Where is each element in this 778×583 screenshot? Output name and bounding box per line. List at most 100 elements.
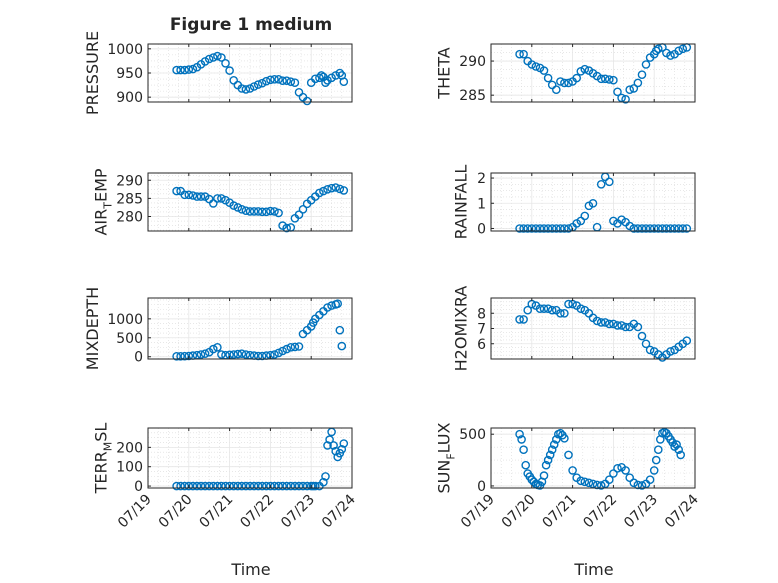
data-point bbox=[596, 481, 606, 490]
data-point bbox=[539, 224, 549, 233]
data-point bbox=[253, 207, 263, 216]
y-tick-label: 8 bbox=[477, 306, 486, 322]
data-point bbox=[625, 85, 635, 94]
data-point bbox=[298, 481, 308, 491]
x-axis-label-left: Time bbox=[230, 560, 270, 579]
y-tick-label: 900 bbox=[116, 90, 143, 106]
data-point bbox=[290, 481, 300, 491]
data-point bbox=[282, 76, 292, 85]
data-point bbox=[641, 60, 651, 69]
data-point bbox=[274, 208, 283, 218]
data-point bbox=[531, 224, 541, 233]
data-point bbox=[266, 75, 275, 85]
data-point bbox=[617, 321, 626, 330]
data-point bbox=[192, 192, 202, 201]
data-point bbox=[217, 53, 226, 62]
data-point bbox=[519, 315, 528, 324]
data-point bbox=[523, 305, 533, 315]
data-point bbox=[674, 445, 684, 455]
data-point bbox=[282, 344, 292, 354]
subplot-rainfall: 0 1 2 RAINFALL bbox=[452, 165, 696, 239]
data-point bbox=[274, 348, 283, 358]
data-point bbox=[633, 322, 643, 332]
y-axis-label: SUNFLUX bbox=[435, 422, 458, 493]
data-point bbox=[649, 224, 659, 233]
data-point bbox=[676, 450, 686, 460]
data-point bbox=[329, 441, 338, 450]
data-point bbox=[257, 207, 267, 217]
data-point bbox=[172, 65, 181, 75]
data-point bbox=[323, 303, 332, 312]
data-point bbox=[654, 445, 663, 455]
data-point bbox=[600, 318, 610, 327]
data-point bbox=[682, 224, 692, 233]
data-point bbox=[596, 179, 606, 189]
data-point bbox=[541, 460, 551, 470]
data-point bbox=[527, 60, 537, 69]
y-tick-label: 285 bbox=[116, 191, 143, 207]
data-point bbox=[286, 481, 296, 491]
data-point bbox=[337, 444, 347, 454]
data-point bbox=[519, 224, 528, 233]
data-point bbox=[543, 224, 553, 233]
data-point bbox=[633, 78, 643, 88]
data-point bbox=[233, 349, 243, 359]
data-point bbox=[645, 475, 655, 485]
data-point bbox=[637, 481, 647, 490]
data-point bbox=[319, 186, 328, 196]
data-point bbox=[605, 75, 614, 84]
axes-box bbox=[147, 172, 353, 232]
data-point bbox=[180, 65, 189, 75]
y-tick-label: 100 bbox=[116, 460, 143, 476]
data-point bbox=[609, 469, 618, 478]
data-point bbox=[290, 78, 300, 87]
data-point bbox=[549, 440, 559, 449]
data-point bbox=[317, 71, 326, 80]
data-point bbox=[188, 191, 198, 200]
data-point bbox=[662, 224, 671, 233]
data-point bbox=[200, 481, 210, 491]
data-point bbox=[192, 481, 202, 491]
data-point bbox=[241, 206, 251, 215]
data-point bbox=[535, 304, 545, 314]
data-point bbox=[217, 194, 226, 203]
y-tick-label: 1000 bbox=[107, 312, 143, 328]
y-axis-label: H2OMIXRA bbox=[452, 286, 471, 372]
data-point bbox=[257, 351, 267, 361]
data-point bbox=[658, 224, 667, 233]
data-point bbox=[266, 481, 275, 491]
data-point bbox=[213, 481, 222, 491]
data-point bbox=[249, 82, 259, 91]
data-point bbox=[282, 481, 292, 491]
data-point bbox=[339, 77, 349, 86]
data-point bbox=[221, 59, 230, 68]
data-point bbox=[213, 342, 222, 352]
y-tick-label: 280 bbox=[116, 210, 143, 226]
y-axis-label: AIRTEMP bbox=[92, 168, 115, 235]
figure-title: Figure 1 medium bbox=[170, 15, 332, 35]
data-point bbox=[278, 76, 287, 85]
data-point bbox=[613, 87, 622, 97]
data-point bbox=[208, 53, 218, 62]
data-point bbox=[519, 49, 528, 59]
data-point bbox=[286, 342, 296, 352]
data-point bbox=[547, 224, 557, 233]
data-point bbox=[605, 475, 614, 485]
data-point bbox=[645, 345, 655, 355]
data-point bbox=[588, 198, 598, 208]
data-point bbox=[261, 76, 271, 86]
data-point bbox=[621, 322, 630, 332]
data-point bbox=[208, 481, 218, 491]
data-point bbox=[241, 481, 251, 491]
data-point bbox=[543, 455, 553, 465]
data-point bbox=[335, 325, 345, 335]
data-point bbox=[237, 349, 247, 359]
y-tick-label: 500 bbox=[459, 427, 486, 443]
data-point bbox=[519, 445, 528, 455]
data-point bbox=[225, 481, 234, 491]
data-point bbox=[564, 450, 573, 460]
data-point bbox=[217, 481, 226, 491]
data-point bbox=[208, 344, 218, 354]
data-point bbox=[270, 350, 279, 359]
data-point bbox=[596, 74, 606, 84]
